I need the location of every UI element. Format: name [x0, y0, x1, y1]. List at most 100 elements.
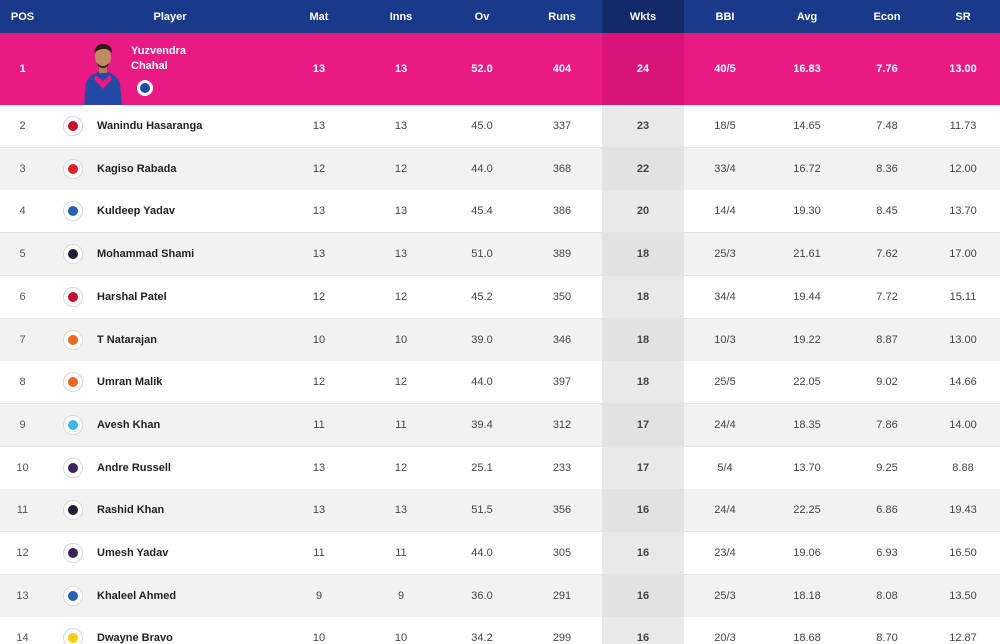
- row-econ: 7.48: [876, 120, 898, 132]
- row-inns: 13: [394, 504, 408, 517]
- leader-wkts: 24: [602, 33, 684, 105]
- row-player[interactable]: Dwayne Bravo: [45, 617, 295, 644]
- player-name[interactable]: Wanindu Hasaranga: [97, 120, 203, 132]
- col-header-runs[interactable]: Runs: [548, 10, 576, 23]
- table-row[interactable]: 7 T Natarajan 10 10 39.0 346 18 10/3 19.22 8.87 13…: [0, 318, 1000, 362]
- row-bbi: 25/3: [714, 589, 736, 602]
- player-name[interactable]: Harshal Patel: [97, 290, 167, 303]
- player-name[interactable]: T Natarajan: [97, 333, 157, 346]
- srh-logo-icon: [63, 372, 83, 393]
- player-name[interactable]: Umran Malik: [97, 376, 163, 389]
- row-pos: 3: [19, 162, 26, 175]
- table-row[interactable]: 11 Rashid Khan 13 13 51.5 356 16 24/4 22.25 6.86 1…: [0, 489, 1000, 533]
- player-name[interactable]: Mohammad Shami: [97, 248, 195, 261]
- leader-player[interactable]: Yuzvendra Chahal: [80, 33, 280, 105]
- table-row[interactable]: 2 Wanindu Hasaranga 13 13 45.0 337 23 18/5 14.65…: [0, 105, 1000, 148]
- table-row[interactable]: 5 Mohammad Shami 13 13 51.0 389 18 25/3 21.61 7.6…: [0, 233, 1000, 277]
- row-mat: 10: [312, 632, 326, 644]
- row-pos: 4: [19, 205, 26, 218]
- row-pos: 8: [19, 376, 26, 389]
- row-player[interactable]: Umran Malik: [45, 361, 295, 403]
- table-row[interactable]: 9 Avesh Khan 11 11 39.4 312 17 24/4 18.35 7.86 14.…: [0, 403, 1000, 447]
- player-name[interactable]: Rashid Khan: [97, 504, 165, 517]
- row-ov: 25.1: [471, 461, 493, 474]
- leader-sr: 13.00: [949, 63, 977, 75]
- row-player[interactable]: Avesh Khan: [45, 404, 295, 446]
- row-mat: 12: [312, 162, 326, 175]
- row-sr: 14.66: [949, 376, 977, 389]
- row-mat: 11: [313, 418, 325, 431]
- row-sr: 12.87: [949, 632, 977, 644]
- row-player[interactable]: T Natarajan: [45, 319, 295, 361]
- player-cell: Dwayne Bravo: [45, 617, 173, 644]
- col-header-inns[interactable]: Inns: [389, 10, 413, 23]
- player-cell: Kuldeep Yadav: [45, 190, 175, 232]
- player-name[interactable]: Umesh Yadav: [97, 547, 169, 559]
- row-econ: 7.86: [876, 418, 898, 431]
- col-header-bbi[interactable]: BBI: [715, 10, 735, 23]
- row-bbi: 24/4: [714, 504, 736, 517]
- row-avg: 18.35: [793, 418, 821, 431]
- row-player[interactable]: Kagiso Rabada: [45, 148, 295, 190]
- col-header-player[interactable]: Player: [153, 10, 187, 23]
- player-name[interactable]: Avesh Khan: [97, 418, 161, 431]
- row-player[interactable]: Rashid Khan: [45, 489, 295, 531]
- row-inns: 12: [394, 376, 408, 389]
- player-name[interactable]: Khaleel Ahmed: [97, 589, 177, 602]
- row-econ: 8.70: [876, 632, 898, 644]
- player-name[interactable]: Andre Russell: [97, 461, 171, 474]
- col-header-sr[interactable]: SR: [955, 10, 971, 23]
- row-player[interactable]: Mohammad Shami: [45, 233, 295, 275]
- leader-player-name[interactable]: Yuzvendra Chahal: [131, 45, 187, 72]
- dc-logo-icon: [63, 201, 83, 222]
- row-player[interactable]: Andre Russell: [45, 447, 295, 489]
- row-pos: 5: [19, 248, 26, 261]
- row-player[interactable]: Kuldeep Yadav: [45, 190, 295, 232]
- row-ov: 39.0: [471, 333, 493, 346]
- leader-row[interactable]: 1 Yuzvendra Chahal 13 13 52.0 404 24 40/…: [0, 33, 1000, 105]
- col-header-econ[interactable]: Econ: [873, 10, 901, 23]
- col-header-pos[interactable]: POS: [10, 10, 35, 23]
- player-name[interactable]: Dwayne Bravo: [97, 632, 173, 644]
- table-row[interactable]: 10 Andre Russell 13 12 25.1 233 17 5/4 13.70 9.25…: [0, 446, 1000, 490]
- row-mat: 12: [312, 376, 326, 389]
- player-name[interactable]: Kuldeep Yadav: [97, 205, 176, 218]
- col-header-avg[interactable]: Avg: [796, 10, 818, 23]
- row-econ: 9.25: [876, 461, 898, 474]
- row-wkts: 17: [602, 403, 684, 446]
- row-sr: 12.00: [949, 162, 977, 175]
- team-color-dot: [68, 121, 78, 131]
- row-bbi: 34/4: [714, 290, 736, 303]
- player-cell: Kagiso Rabada: [45, 148, 176, 190]
- row-runs: 337: [552, 120, 572, 132]
- row-player[interactable]: Umesh Yadav: [45, 532, 295, 574]
- row-sr: 13.50: [949, 589, 977, 602]
- team-color-dot: [68, 206, 78, 217]
- table-row[interactable]: 14 Dwayne Bravo 10 10 34.2 299 16 20/3 18.68 8.70…: [0, 617, 1000, 644]
- row-avg: 22.05: [793, 376, 821, 389]
- table-row[interactable]: 4 Kuldeep Yadav 13 13 45.4 386 20 14/4 19.30 8.45…: [0, 190, 1000, 234]
- player-name[interactable]: Kagiso Rabada: [97, 162, 177, 175]
- row-bbi: 25/3: [714, 248, 736, 261]
- team-color-dot: [68, 377, 78, 388]
- table-row[interactable]: 13 Khaleel Ahmed 9 9 36.0 291 16 25/3 18.18 8.08 1…: [0, 574, 1000, 618]
- row-inns: 13: [394, 248, 408, 261]
- row-inns: 13: [394, 205, 408, 218]
- table-row[interactable]: 12 Umesh Yadav 11 11 44.0 305 16 23/4 19.06 6.93 1…: [0, 532, 1000, 575]
- team-color-dot: [68, 334, 78, 345]
- row-bbi: 24/4: [714, 418, 736, 431]
- row-player[interactable]: Harshal Patel: [45, 276, 295, 318]
- table-row[interactable]: 3 Kagiso Rabada 12 12 44.0 368 22 33/4 16.72 8.36…: [0, 147, 1000, 191]
- table-row[interactable]: 8 Umran Malik 12 12 44.0 397 18 25/5 22.05 9.02 14…: [0, 361, 1000, 405]
- row-econ: 8.36: [876, 162, 898, 175]
- row-mat: 13: [312, 120, 326, 132]
- col-header-ov[interactable]: Ov: [474, 10, 490, 23]
- row-runs: 291: [552, 589, 572, 602]
- col-header-mat[interactable]: Mat: [309, 10, 329, 23]
- table-row[interactable]: 6 Harshal Patel 12 12 45.2 350 18 34/4 19.44 7.72…: [0, 275, 1000, 319]
- row-ov: 45.2: [471, 290, 493, 303]
- row-player[interactable]: Khaleel Ahmed: [45, 575, 295, 617]
- col-header-wkts[interactable]: Wkts: [602, 0, 684, 33]
- row-econ: 9.02: [876, 376, 898, 389]
- row-player[interactable]: Wanindu Hasaranga: [45, 105, 295, 147]
